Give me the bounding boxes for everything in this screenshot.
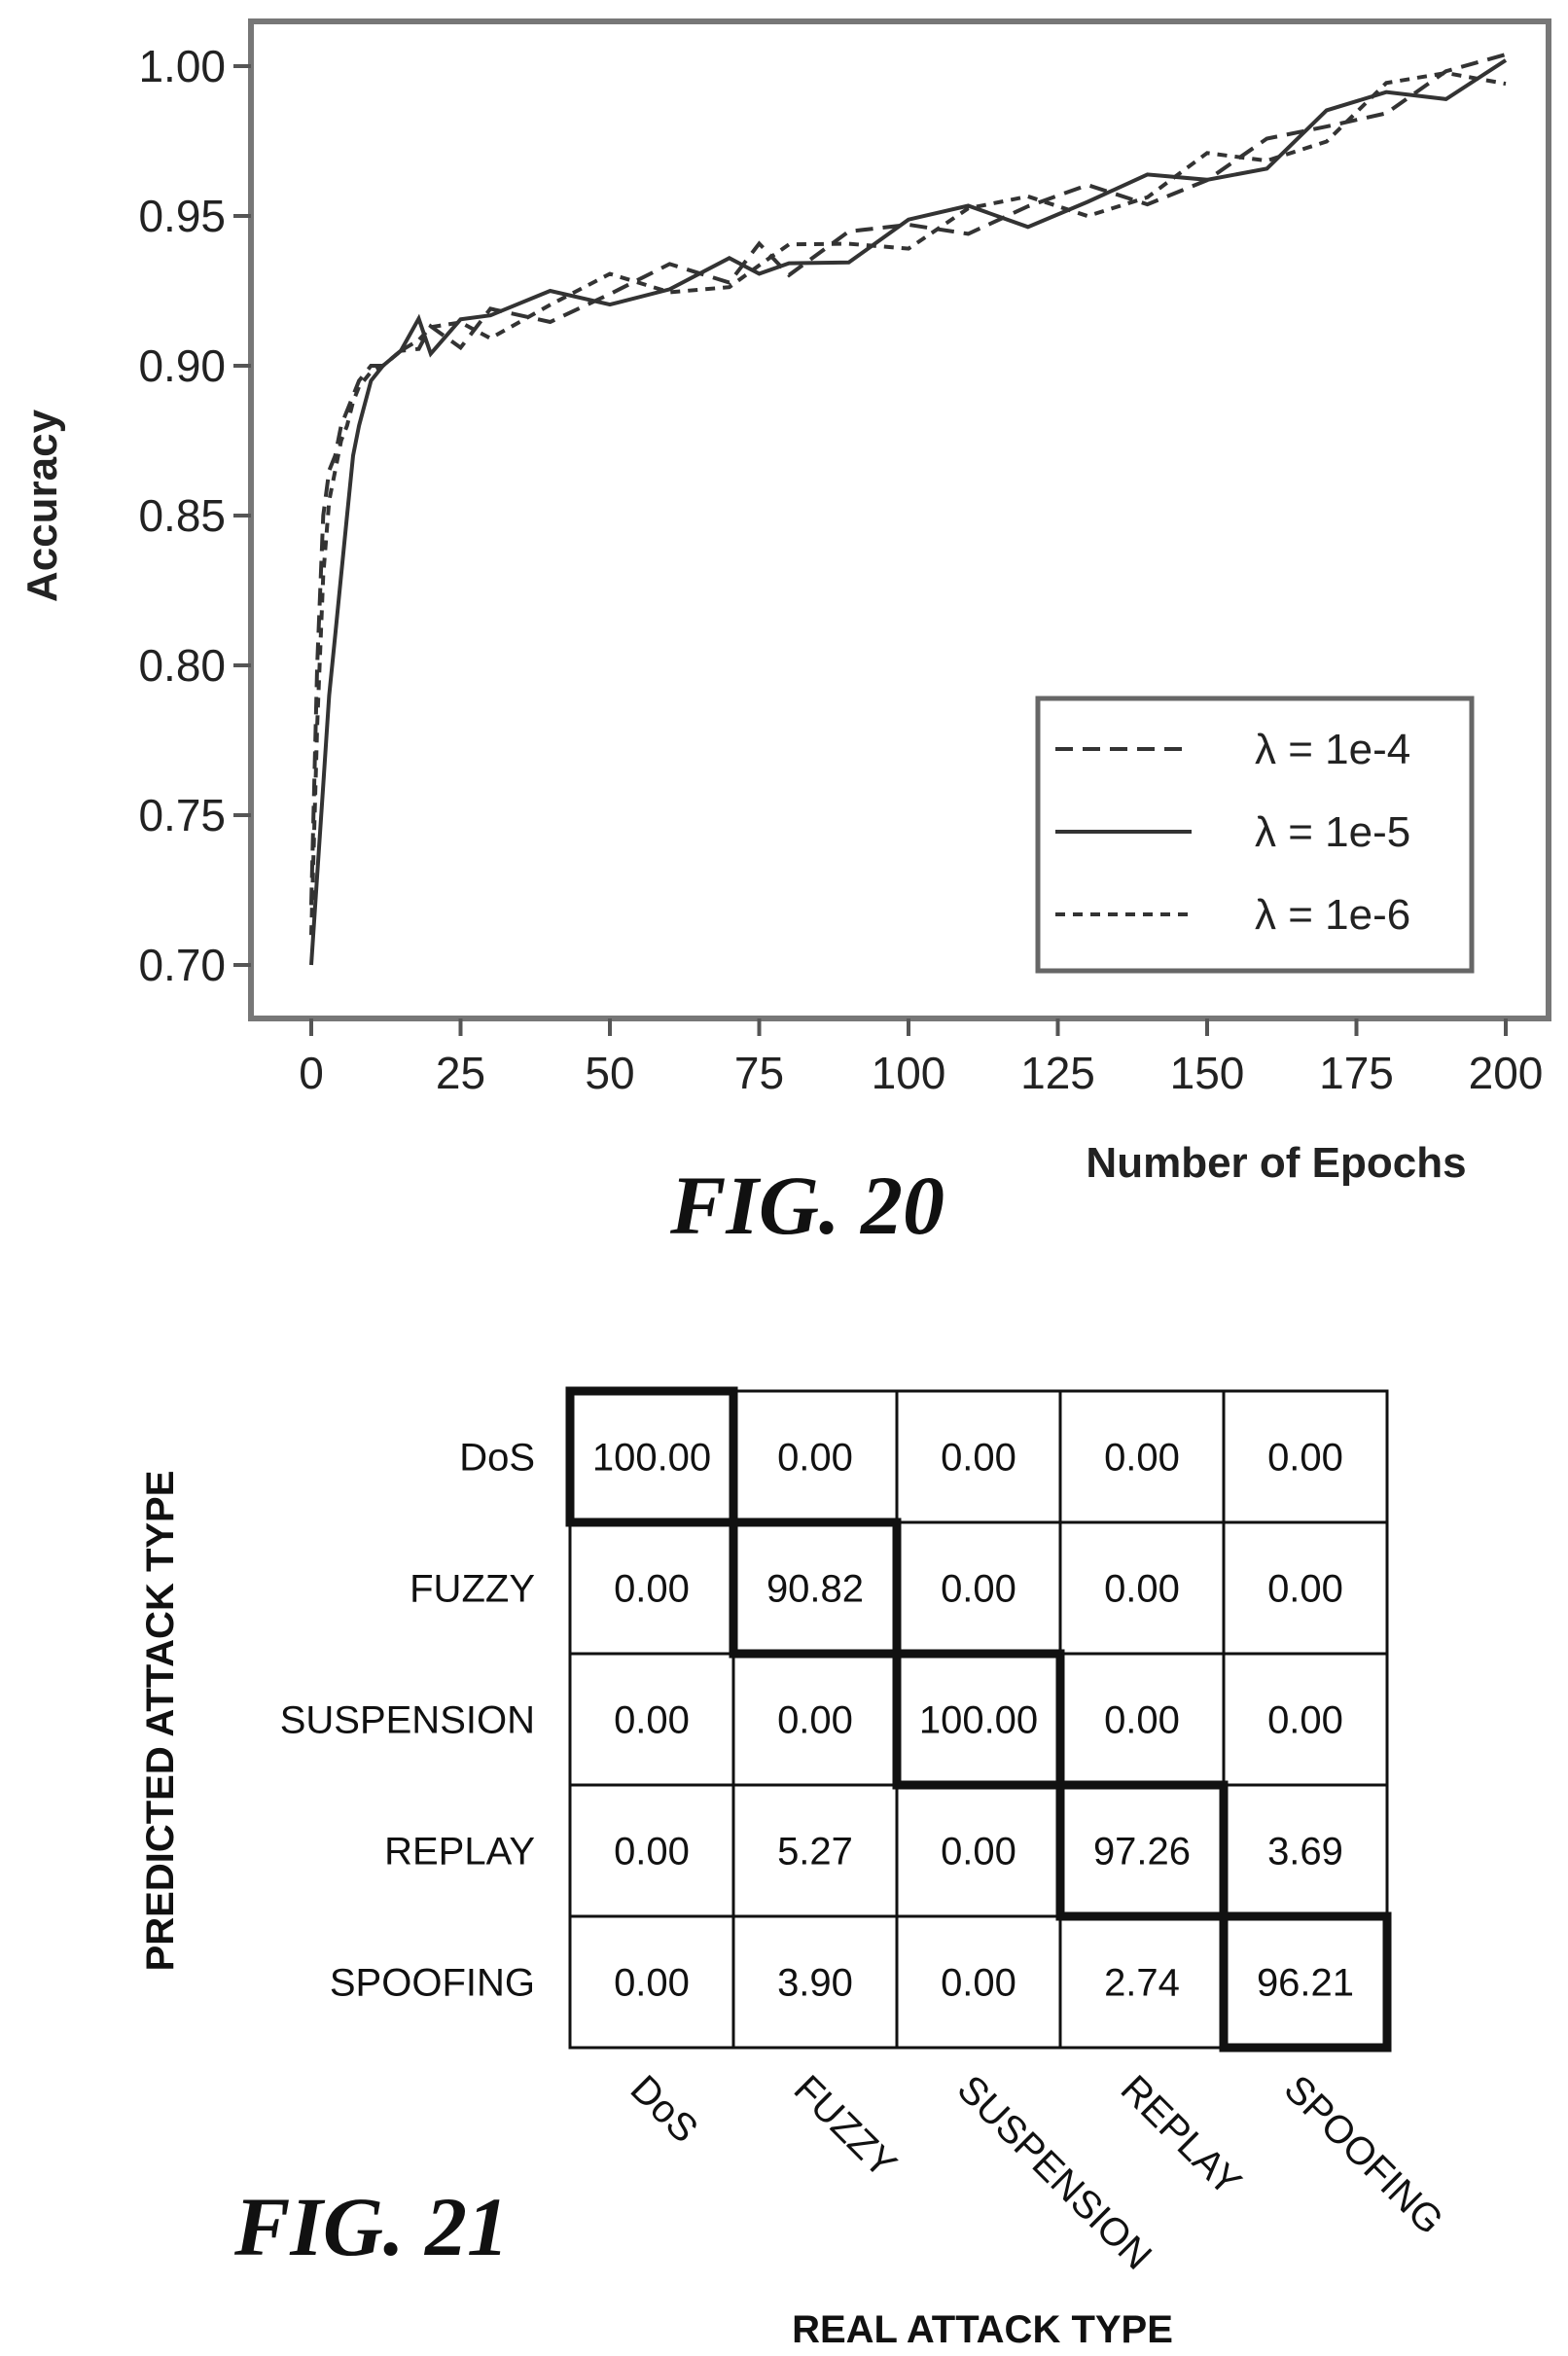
cell-value: 96.21 — [1257, 1962, 1354, 2005]
column-label: SPOOFING — [1276, 2067, 1451, 2242]
x-axis-ticks: 0 25 50 75 100 125 150 175 200 — [299, 1018, 1543, 1098]
matrix-cell — [1222, 1389, 1389, 1524]
x-tick-label: 50 — [585, 1048, 634, 1098]
y-tick-label: 1.00 — [138, 41, 226, 91]
matrix-cell — [1058, 1652, 1226, 1787]
x-axis-title: REAL ATTACK TYPE — [792, 2308, 1173, 2351]
row-label: REPLAY — [384, 1831, 535, 1874]
column-label: REPLAY — [1113, 2067, 1250, 2204]
cell-value: 0.00 — [1104, 1568, 1180, 1611]
row-label: SUSPENSION — [280, 1699, 535, 1742]
cell-value: 0.00 — [614, 1962, 690, 2005]
cell-value: 0.00 — [614, 1699, 690, 1742]
y-tick-label: 0.85 — [138, 490, 226, 541]
y-tick-label: 0.80 — [138, 640, 226, 691]
x-tick-label: 0 — [299, 1048, 324, 1098]
series-line-1 — [309, 53, 1507, 906]
x-tick-label: 100 — [872, 1048, 946, 1098]
row-label: FUZZY — [410, 1568, 535, 1611]
cell-value: 0.00 — [1267, 1437, 1343, 1480]
legend-label: λ = 1e-4 — [1255, 726, 1410, 773]
series-line-3 — [309, 70, 1507, 936]
cell-value: 0.00 — [614, 1831, 690, 1874]
diagonal-highlight — [729, 1517, 902, 1659]
matrix-cell — [568, 1783, 735, 1918]
diagonal-highlight — [892, 1649, 1065, 1790]
y-tick-label: 0.95 — [138, 191, 226, 241]
x-tick-label: 125 — [1020, 1048, 1095, 1098]
cell-value: 0.00 — [1104, 1437, 1180, 1480]
cell-value: 5.27 — [777, 1831, 853, 1874]
cell-value: 0.00 — [777, 1437, 853, 1480]
x-tick-label: 175 — [1319, 1048, 1394, 1098]
column-label: FUZZY — [786, 2067, 905, 2186]
matrix-cell — [731, 1520, 899, 1656]
x-tick-label: 150 — [1170, 1048, 1245, 1098]
y-axis-ticks: 0.70 0.75 0.80 0.85 0.90 0.95 1.00 — [138, 41, 251, 990]
row-labels: DoS FUZZY SUSPENSION REPLAY SPOOFING — [280, 1437, 535, 2005]
matrix-cell — [895, 1783, 1062, 1918]
matrix-cell — [1058, 1389, 1226, 1524]
matrix-cell — [895, 1520, 1062, 1656]
y-tick-label: 0.70 — [138, 940, 226, 990]
diagonal-highlight — [565, 1386, 738, 1527]
cell-value: 90.82 — [766, 1568, 864, 1611]
cell-value: 0.00 — [941, 1831, 1016, 1874]
cell-value: 0.00 — [1104, 1699, 1180, 1742]
cell-value: 2.74 — [1104, 1962, 1180, 2005]
matrix-grid: 100.00 0.00 0.00 0.00 0.00 0.00 90.82 0.00 0.00 0… — [565, 1386, 1392, 2053]
diagonal-highlight — [1219, 1911, 1392, 2053]
column-label: DoS — [623, 2067, 706, 2151]
x-axis-title: Number of Epochs — [1086, 1139, 1466, 1187]
matrix-cell — [895, 1389, 1062, 1524]
matrix-cell — [1222, 1520, 1389, 1656]
cell-value: 0.00 — [941, 1962, 1016, 2005]
figure-caption-20: FIG. 20 — [669, 1159, 944, 1252]
x-tick-label: 75 — [734, 1048, 784, 1098]
accuracy-line-chart: 0.70 0.75 0.80 0.85 0.90 0.95 1.00 0 25 50 75 100 1… — [18, 18, 1551, 1252]
legend: λ = 1e-4 λ = 1e-5 λ = 1e-6 — [1035, 696, 1475, 974]
cell-value: 3.90 — [777, 1962, 853, 2005]
matrix-cell — [895, 1652, 1062, 1787]
cell-value: 0.00 — [777, 1699, 853, 1742]
cell-value: 0.00 — [614, 1568, 690, 1611]
matrix-cell — [731, 1914, 899, 2050]
x-tick-label: 200 — [1469, 1048, 1544, 1098]
matrix-cell — [568, 1914, 735, 2050]
row-label: DoS — [459, 1437, 535, 1480]
cell-value: 100.00 — [919, 1699, 1038, 1742]
row-label: SPOOFING — [330, 1962, 535, 2005]
y-axis-title: Accuracy — [18, 409, 66, 602]
matrix-cell — [895, 1914, 1062, 2050]
cell-value: 0.00 — [941, 1568, 1016, 1611]
cell-value: 0.00 — [1267, 1568, 1343, 1611]
y-axis-title: PREDICTED ATTACK TYPE — [139, 1471, 182, 1972]
series-lines — [309, 53, 1508, 966]
y-tick-label: 0.90 — [138, 340, 226, 391]
matrix-cell — [568, 1520, 735, 1656]
figure-caption-21: FIG. 21 — [233, 2180, 509, 2273]
legend-label: λ = 1e-5 — [1255, 808, 1410, 856]
cell-value: 100.00 — [592, 1437, 711, 1480]
x-tick-label: 25 — [436, 1048, 485, 1098]
cell-value: 3.69 — [1267, 1831, 1343, 1874]
matrix-cell — [1058, 1783, 1226, 1918]
cell-value: 0.00 — [1267, 1699, 1343, 1742]
matrix-cell — [1058, 1914, 1226, 2050]
cell-value: 0.00 — [941, 1437, 1016, 1480]
y-tick-label: 0.75 — [138, 790, 226, 840]
legend-entries: λ = 1e-4 λ = 1e-5 λ = 1e-6 — [1055, 726, 1410, 939]
matrix-cell — [1222, 1783, 1389, 1918]
legend-box — [1035, 696, 1475, 974]
cell-value: 97.26 — [1093, 1831, 1191, 1874]
legend-label: λ = 1e-6 — [1255, 891, 1410, 939]
diagonal-highlight — [1055, 1780, 1229, 1921]
